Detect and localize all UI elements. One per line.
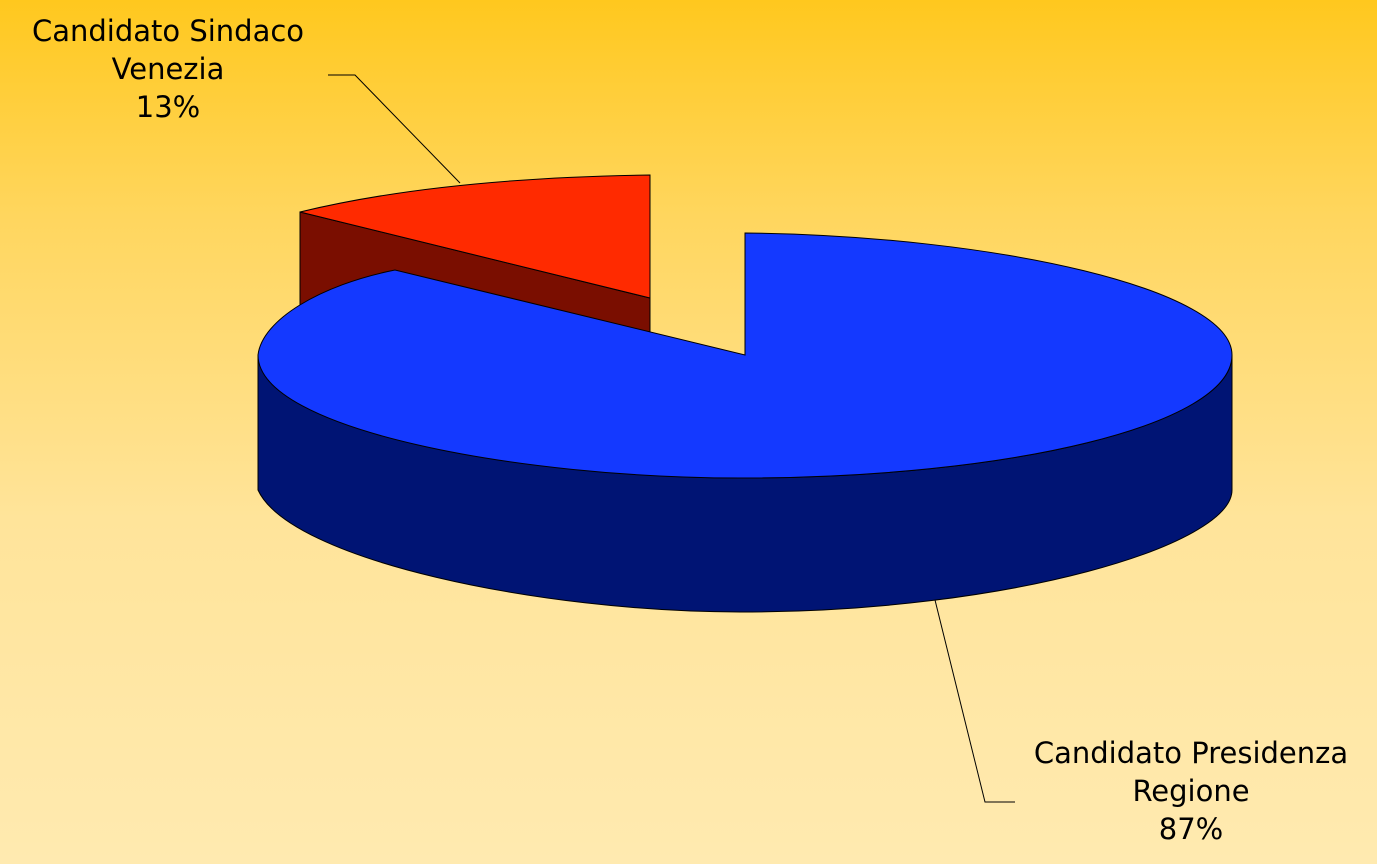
data-label-presidenza: Candidato Presidenza Regione 87% — [1008, 734, 1374, 848]
data-label-sindaco-value: 13% — [135, 90, 201, 124]
data-label-sindaco-line2: Venezia — [111, 52, 225, 86]
pie-slice-sindaco — [299, 174, 651, 299]
leader-line-presidenza — [934, 599, 1015, 803]
data-label-presidenza-line2: Regione — [1132, 774, 1250, 808]
leader-line-sindaco — [328, 74, 461, 184]
data-label-presidenza-value: 87% — [1158, 812, 1224, 846]
data-label-sindaco-line1: Candidato Sindaco — [31, 14, 305, 48]
data-label-sindaco: Candidato Sindaco Venezia 13% — [0, 12, 336, 126]
data-label-presidenza-line1: Candidato Presidenza — [1033, 736, 1349, 770]
pie-slice-presidenza — [257, 232, 1233, 479]
